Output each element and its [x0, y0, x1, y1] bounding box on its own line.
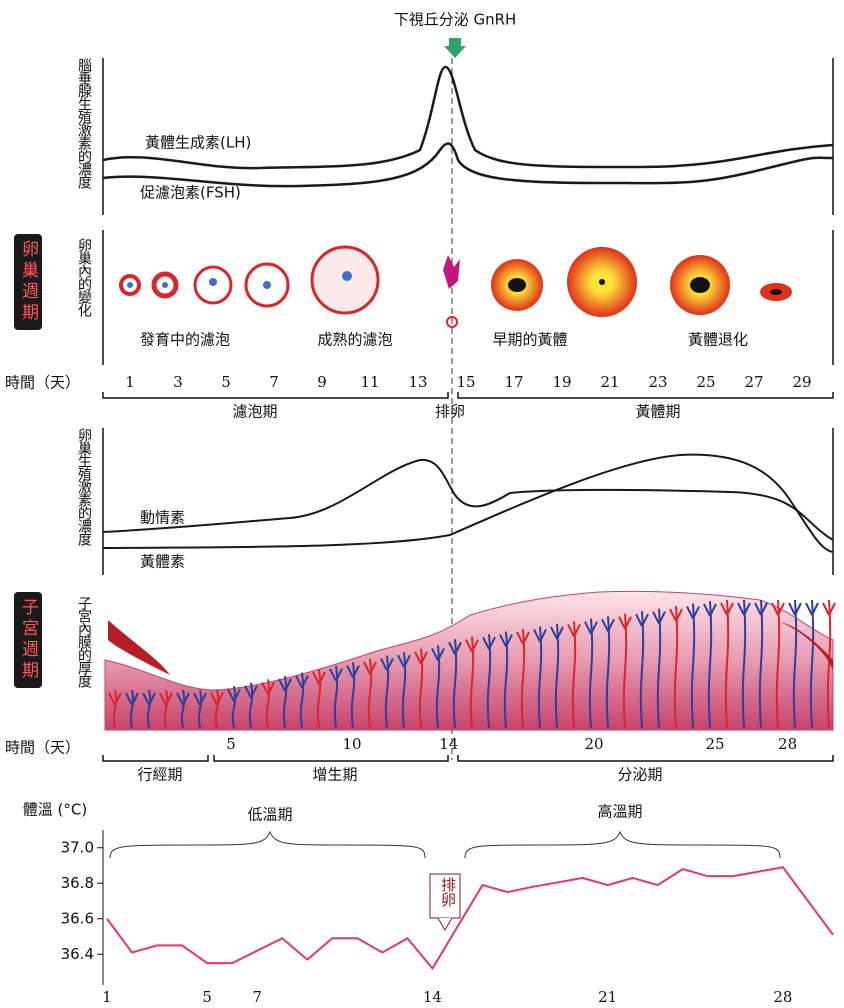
- brace: [465, 832, 780, 858]
- day-label: 17: [504, 373, 523, 391]
- estrogen-label: 動情素: [140, 509, 185, 527]
- x-tick-label: 28: [773, 988, 792, 1006]
- time-label: 時間（天）: [5, 739, 80, 757]
- page: 下視丘分泌 GnRH 黃體生成素(LH) 促濾泡素(FSH): [0, 0, 844, 1008]
- phase-label: 濾泡期: [232, 403, 277, 421]
- top-label: 下視丘分泌 GnRH: [394, 11, 517, 29]
- progesterone-curve: [103, 455, 833, 552]
- annotation: 高溫期: [597, 803, 642, 821]
- day-label: 5: [226, 735, 236, 753]
- phase-label: 黃體期: [635, 403, 680, 421]
- y-tick-label: 36.4: [61, 945, 94, 963]
- day-label: 3: [173, 373, 183, 391]
- y-label: 卵巢生殖激素的濃度: [76, 428, 92, 545]
- phase-label: 行經期: [137, 766, 182, 784]
- x-tick-label: 21: [598, 988, 617, 1006]
- day-label: 7: [269, 373, 279, 391]
- y-label: 腦垂腺生殖激素的濃度: [76, 58, 92, 188]
- lh-label: 黃體生成素(LH): [145, 134, 251, 152]
- y-label: 子宮內膜的厚度: [76, 596, 92, 687]
- temperature-line: [107, 867, 833, 968]
- side-label: 子宮週期: [14, 592, 42, 688]
- stage-label: 早期的黃體: [492, 331, 567, 349]
- ovulation-note: 排卵: [436, 877, 460, 907]
- day-label: 14: [439, 735, 458, 753]
- y-tick-label: 36.6: [61, 909, 94, 927]
- gnrh-arrow: [444, 38, 466, 58]
- day-label: 21: [600, 373, 619, 391]
- day-label: 20: [584, 735, 603, 753]
- fsh-label: 促濾泡素(FSH): [140, 184, 241, 202]
- ovulation-pointer: [438, 918, 452, 930]
- day-label: 13: [408, 373, 427, 391]
- day-label: 23: [648, 373, 667, 391]
- phase-label: 排卵: [435, 403, 465, 421]
- day-label: 19: [552, 373, 571, 391]
- x-tick-label: 1: [102, 988, 112, 1006]
- day-label: 5: [221, 373, 231, 391]
- day-label: 25: [696, 373, 715, 391]
- follicles: [121, 247, 378, 313]
- corpus-luteum: [491, 247, 792, 317]
- day-label: 15: [456, 373, 475, 391]
- day-label: 11: [360, 373, 379, 391]
- day-label: 25: [705, 735, 724, 753]
- phase-label: 增生期: [312, 766, 357, 784]
- x-tick-label: 5: [202, 988, 212, 1006]
- stage-label: 成熟的濾泡: [317, 331, 392, 349]
- day-label: 28: [778, 735, 797, 753]
- brace: [110, 832, 425, 858]
- day-label: 9: [317, 373, 327, 391]
- annotation: 低溫期: [247, 806, 292, 824]
- time-label: 時間（天）: [5, 374, 80, 392]
- lh-curve: [103, 67, 833, 168]
- y-axis-label: 體溫 (°C): [23, 801, 87, 819]
- x-tick-label: 7: [252, 988, 262, 1006]
- phase-label: 分泌期: [617, 766, 662, 784]
- y-tick-label: 37.0: [61, 838, 94, 856]
- stage-label: 發育中的濾泡: [140, 331, 230, 349]
- endometrium: [105, 591, 833, 730]
- diagram: 下視丘分泌 GnRH 黃體生成素(LH) 促濾泡素(FSH): [0, 0, 844, 1008]
- y-label: 卵巢內的變化: [76, 238, 92, 316]
- day-label: 1: [125, 373, 135, 391]
- stage-label: 黃體退化: [688, 331, 748, 349]
- progesterone-label: 黃體素: [140, 553, 185, 571]
- day-label: 10: [342, 735, 361, 753]
- day-label: 29: [792, 373, 811, 391]
- y-tick-label: 36.8: [61, 874, 94, 892]
- x-tick-label: 14: [423, 988, 442, 1006]
- side-label: 卵巢週期: [14, 234, 42, 330]
- day-label: 27: [744, 373, 763, 391]
